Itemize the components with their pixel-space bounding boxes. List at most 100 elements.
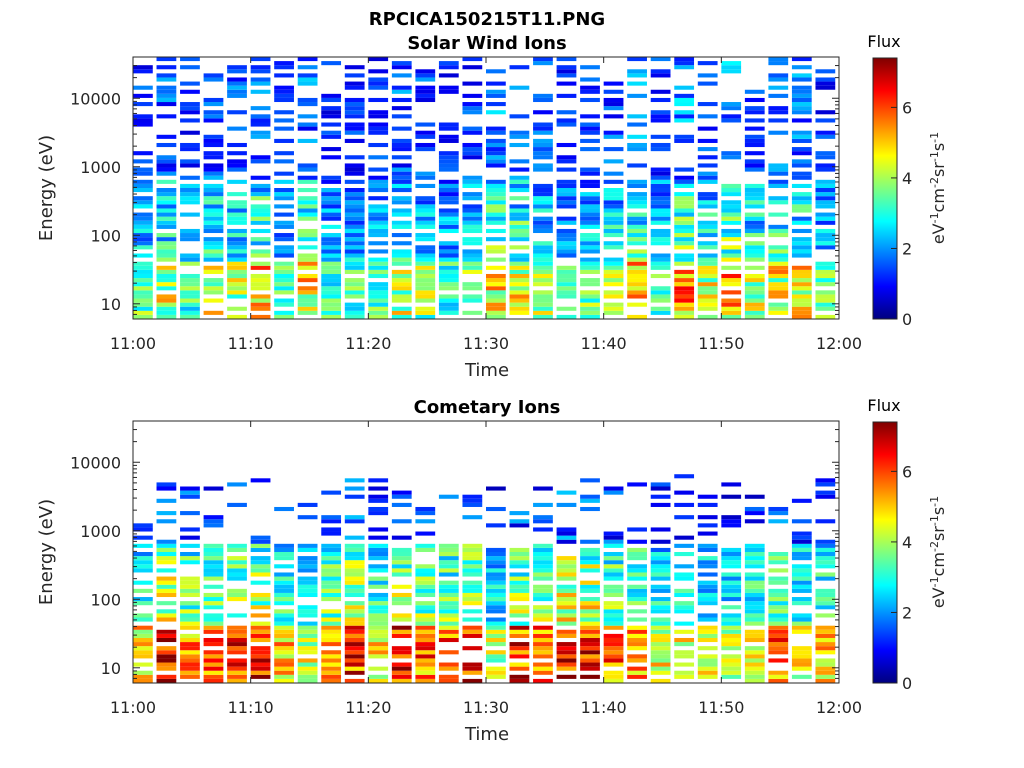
heatmap-cell — [580, 65, 600, 70]
heatmap-cell — [509, 257, 530, 262]
heatmap-cell — [815, 245, 836, 250]
heatmap-cell — [815, 273, 836, 279]
heatmap-cell — [815, 294, 836, 299]
heatmap-cell — [580, 597, 600, 602]
heatmap-cell — [180, 57, 200, 62]
heatmap-cell — [603, 633, 624, 638]
heatmap-cell — [344, 519, 365, 524]
heatmap-cell — [674, 110, 695, 115]
heatmap-cell — [744, 204, 765, 209]
heatmap-cell — [533, 278, 553, 283]
heatmap-cell — [580, 183, 600, 188]
heatmap-cell — [650, 114, 671, 119]
heatmap-cell — [603, 196, 624, 201]
heatmap-cell — [815, 81, 836, 86]
heatmap-cell — [462, 110, 483, 115]
heatmap-cell — [133, 69, 153, 74]
heatmap-cell — [533, 183, 553, 188]
heatmap-cell — [438, 249, 459, 254]
heatmap-cell — [768, 257, 789, 262]
heatmap-cell — [438, 588, 459, 593]
heatmap-cell — [227, 646, 247, 651]
heatmap-cell — [721, 584, 742, 589]
heatmap-cell — [815, 662, 836, 667]
heatmap-cell — [533, 486, 553, 491]
heatmap-cell — [768, 646, 789, 651]
heatmap-cell — [509, 588, 530, 593]
heatmap-cell — [438, 61, 459, 66]
heatmap-cell — [156, 302, 177, 307]
heatmap-cell — [438, 543, 459, 548]
heatmap-cell — [674, 216, 695, 221]
heatmap-cell — [533, 662, 553, 667]
heatmap-cell — [462, 556, 483, 561]
heatmap-cell — [509, 253, 530, 258]
heatmap-cell — [156, 654, 177, 659]
heatmap-cell — [415, 286, 436, 291]
heatmap-cell — [180, 306, 200, 311]
heatmap-cell — [415, 208, 436, 213]
heatmap-cell — [462, 224, 483, 229]
heatmap-cell — [368, 678, 389, 683]
heatmap-cell — [815, 278, 836, 283]
heatmap-cell — [650, 486, 671, 491]
heatmap-cell — [627, 314, 647, 319]
heatmap-cell — [580, 245, 600, 250]
heatmap-cell — [344, 192, 365, 197]
heatmap-cell — [250, 65, 271, 70]
heatmap-cell — [203, 556, 224, 561]
heatmap-cell — [768, 576, 789, 581]
x-tick-label: 11:30 — [463, 698, 509, 717]
heatmap-cell — [227, 625, 247, 630]
heatmap-cell — [391, 592, 412, 598]
heatmap-cell — [650, 188, 671, 193]
heatmap-cell — [533, 208, 553, 213]
heatmap-cell — [344, 241, 365, 246]
heatmap-cell — [438, 637, 459, 643]
heatmap-cell — [203, 110, 224, 115]
heatmap-cell — [391, 147, 412, 152]
heatmap-cell — [344, 678, 365, 683]
heatmap-cell — [674, 629, 695, 634]
heatmap-cell — [791, 196, 812, 201]
heatmap-cell — [203, 621, 224, 626]
heatmap-cell — [533, 597, 553, 602]
heatmap-cell — [603, 609, 624, 614]
heatmap-cell — [438, 208, 459, 213]
heatmap-cell — [509, 621, 530, 626]
heatmap-cell — [180, 147, 200, 152]
heatmap-cell — [227, 314, 247, 319]
heatmap-cell — [227, 670, 247, 675]
heatmap-cell — [533, 167, 553, 172]
heatmap-cell — [791, 102, 812, 107]
heatmap-cell — [438, 253, 459, 258]
heatmap-cell — [250, 597, 271, 602]
heatmap-cell — [486, 216, 506, 221]
heatmap-cell — [368, 224, 389, 229]
heatmap-cell — [674, 212, 695, 217]
heatmap-cell — [627, 204, 647, 209]
heatmap-cell — [697, 637, 718, 643]
heatmap-cell — [438, 257, 459, 262]
heatmap-cell — [509, 183, 530, 188]
heatmap-cell — [627, 642, 647, 647]
heatmap-cell — [250, 57, 271, 62]
heatmap-cell — [297, 188, 318, 193]
heatmap-cell — [627, 654, 647, 659]
heatmap-cell — [297, 245, 318, 250]
heatmap-cell — [768, 580, 789, 585]
heatmap-cell — [744, 674, 765, 679]
heatmap-cell — [650, 171, 671, 176]
heatmap-cell — [250, 134, 271, 139]
heatmap-cell — [274, 617, 294, 622]
heatmap-cell — [533, 122, 553, 127]
heatmap-cell — [650, 654, 671, 659]
heatmap-cell — [203, 171, 224, 176]
heatmap-cell — [321, 253, 342, 258]
heatmap-cell — [791, 621, 812, 626]
heatmap-cell — [297, 73, 318, 78]
heatmap-cell — [580, 294, 600, 299]
heatmap-cell — [344, 102, 365, 107]
heatmap-cell — [133, 245, 153, 250]
